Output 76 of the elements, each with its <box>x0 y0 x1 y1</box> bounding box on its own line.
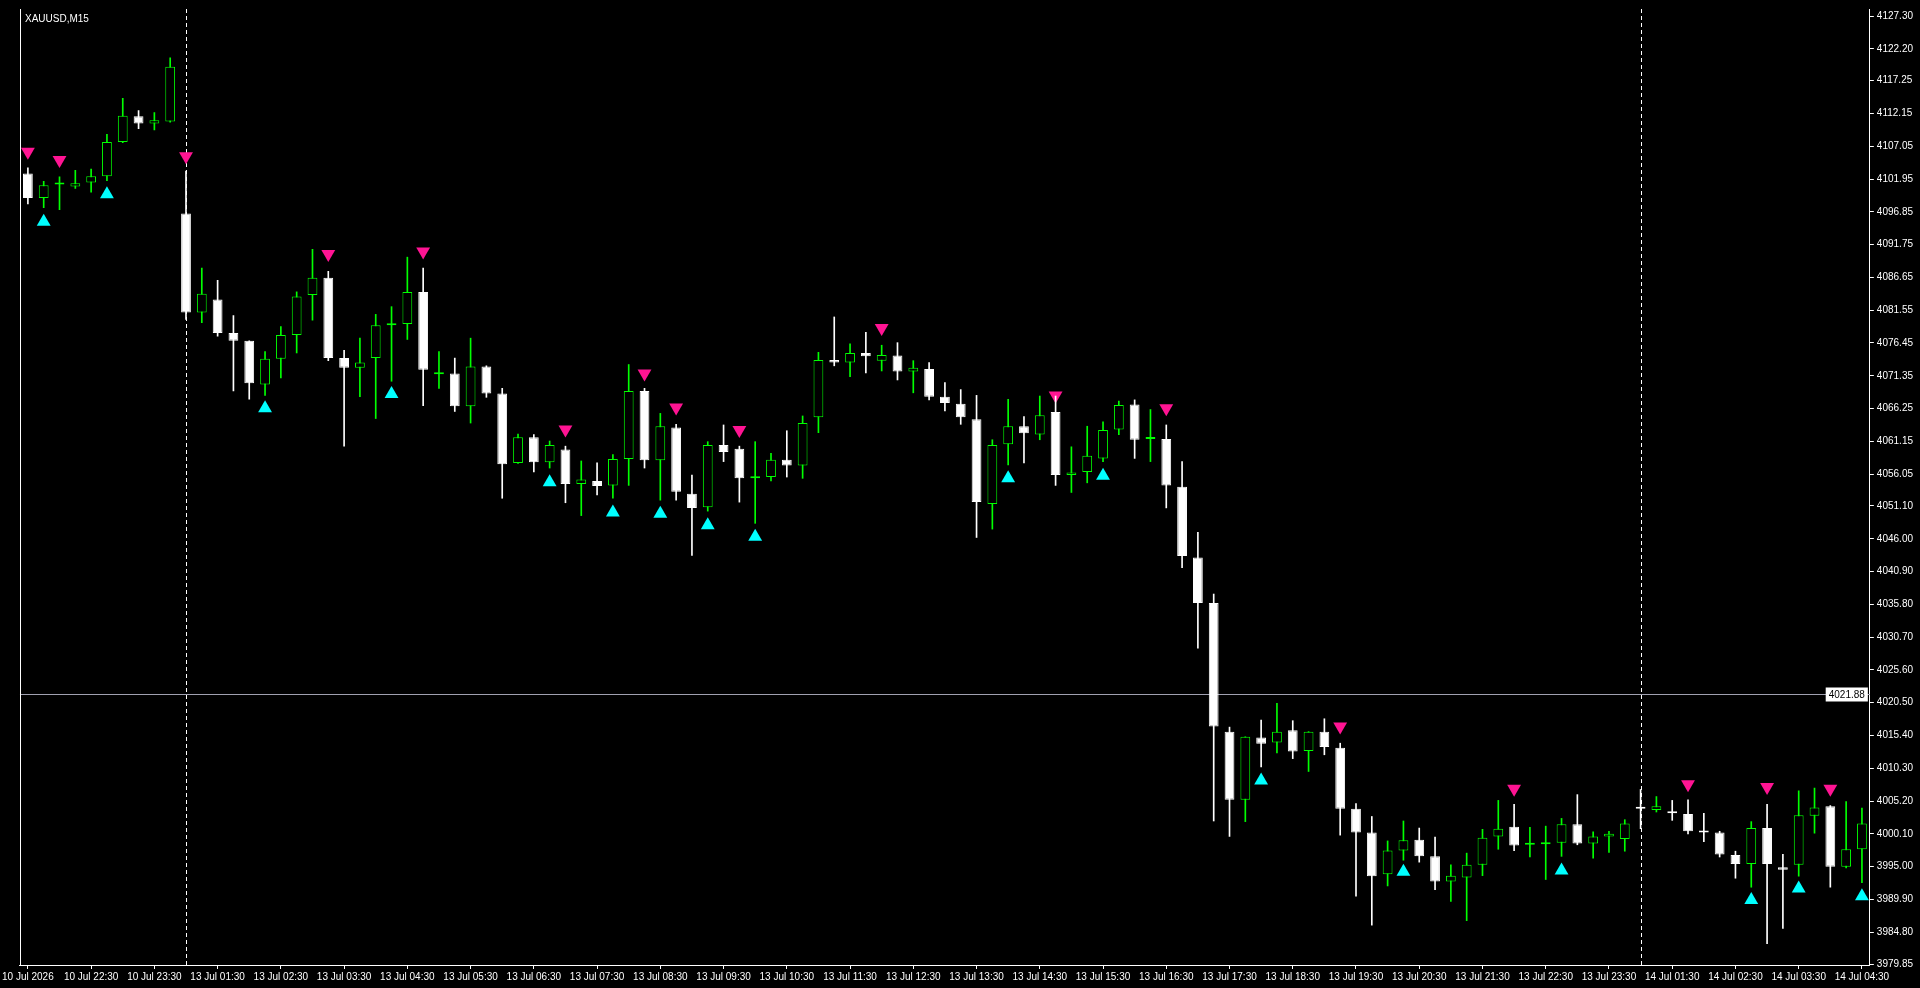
y-tick-label: 4056.05 <box>1876 467 1914 479</box>
candlestick <box>908 360 919 394</box>
candlestick <box>1461 852 1472 921</box>
x-tick-label: 13 Jul 13:30 <box>949 970 1005 982</box>
y-tick-label: 4101.95 <box>1876 172 1914 184</box>
ref-line-label: 4021.88 <box>1828 688 1866 700</box>
candlestick <box>687 474 697 556</box>
chart-title: XAUUSD,M15 <box>24 12 90 24</box>
x-tick-label: 10 Jul 2026 <box>2 970 55 982</box>
candlestick <box>1272 703 1282 754</box>
x-tick-label: 13 Jul 02:30 <box>253 970 309 982</box>
candlestick <box>829 316 840 367</box>
y-tick-label: 4040.90 <box>1876 565 1914 577</box>
x-tick-label: 14 Jul 02:30 <box>1708 970 1764 982</box>
x-tick-label: 13 Jul 19:30 <box>1328 970 1384 982</box>
y-tick-label: 4096.85 <box>1876 205 1914 217</box>
x-tick-label: 13 Jul 17:30 <box>1202 970 1258 982</box>
candlestick <box>1019 416 1029 464</box>
y-tick-label: 4127.30 <box>1876 9 1914 21</box>
y-tick-label: 4015.40 <box>1876 729 1914 741</box>
y-tick-label: 4051.10 <box>1876 499 1914 511</box>
y-tick-label: 4010.30 <box>1876 762 1914 774</box>
x-tick-label: 10 Jul 22:30 <box>63 970 119 982</box>
x-tick-label: 13 Jul 14:30 <box>1012 970 1068 982</box>
x-tick-label: 13 Jul 03:30 <box>316 970 372 982</box>
y-tick-label: 4066.25 <box>1876 402 1914 414</box>
x-tick-label: 13 Jul 21:30 <box>1455 970 1511 982</box>
candlestick <box>592 462 602 496</box>
candlestick <box>355 337 365 397</box>
x-tick-label: 14 Jul 01:30 <box>1644 970 1700 982</box>
x-tick-label: 13 Jul 15:30 <box>1075 970 1131 982</box>
y-tick-label: 4076.45 <box>1876 336 1914 348</box>
x-tick-label: 13 Jul 04:30 <box>380 970 436 982</box>
x-tick-label: 14 Jul 04:30 <box>1834 970 1890 982</box>
x-tick-label: 14 Jul 03:30 <box>1771 970 1827 982</box>
y-tick-label: 4035.80 <box>1876 598 1914 610</box>
x-tick-label: 13 Jul 08:30 <box>633 970 688 982</box>
y-tick-label: 4107.05 <box>1876 140 1914 152</box>
candlestick <box>1777 854 1788 929</box>
y-tick-label: 4091.75 <box>1876 238 1914 250</box>
y-tick-label: 4005.20 <box>1876 794 1914 806</box>
x-tick-label: 13 Jul 23:30 <box>1581 970 1637 982</box>
x-tick-label: 13 Jul 07:30 <box>569 970 625 982</box>
candlestick <box>876 344 887 372</box>
x-tick-label: 13 Jul 18:30 <box>1265 970 1321 982</box>
y-tick-label: 4030.70 <box>1876 630 1914 642</box>
candlestick <box>940 382 950 412</box>
x-tick-label: 13 Jul 16:30 <box>1139 970 1194 982</box>
candlestick <box>339 350 350 447</box>
y-tick-label: 4122.20 <box>1876 42 1914 54</box>
y-tick-label: 4112.15 <box>1876 107 1913 119</box>
y-tick-label: 3984.80 <box>1876 925 1914 937</box>
y-tick-label: 4061.15 <box>1876 435 1914 447</box>
y-tick-label: 4086.65 <box>1876 271 1914 283</box>
y-tick-label: 3979.85 <box>1876 957 1914 969</box>
x-tick-label: 10 Jul 23:30 <box>127 970 183 982</box>
y-tick-label: 3989.90 <box>1876 893 1914 905</box>
y-tick-label: 4081.55 <box>1876 303 1914 315</box>
x-tick-label: 13 Jul 10:30 <box>759 970 815 982</box>
y-tick-label: 4117.25 <box>1876 74 1913 86</box>
y-tick-label: 4046.00 <box>1876 532 1914 544</box>
x-tick-label: 13 Jul 06:30 <box>506 970 562 982</box>
y-tick-label: 4071.35 <box>1876 369 1914 381</box>
x-tick-label: 13 Jul 22:30 <box>1518 970 1574 982</box>
candlestick <box>1351 803 1361 897</box>
x-tick-label: 13 Jul 20:30 <box>1391 970 1447 982</box>
x-tick-label: 13 Jul 11:30 <box>823 970 878 982</box>
x-tick-label: 13 Jul 09:30 <box>696 970 752 982</box>
x-tick-label: 13 Jul 01:30 <box>190 970 246 982</box>
y-tick-label: 4000.10 <box>1876 827 1914 839</box>
x-tick-label: 13 Jul 05:30 <box>443 970 499 982</box>
x-tick-label: 13 Jul 12:30 <box>886 970 941 982</box>
y-tick-label: 3995.00 <box>1876 860 1914 872</box>
y-tick-label: 4025.60 <box>1876 663 1914 675</box>
candlestick <box>1256 719 1267 768</box>
y-tick-label: 4020.50 <box>1876 696 1914 708</box>
